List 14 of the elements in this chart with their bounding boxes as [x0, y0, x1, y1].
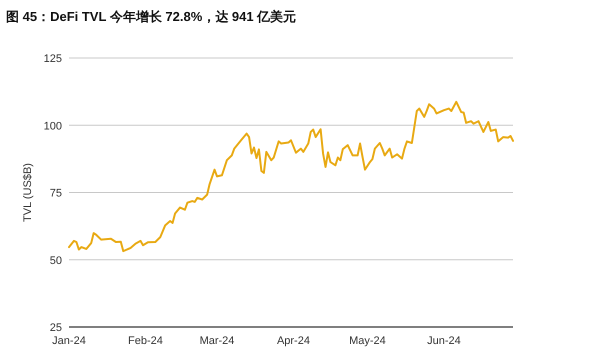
y-tick-label: 50 — [50, 254, 62, 267]
y-tick-label: 75 — [50, 188, 62, 200]
y-tick-label: 100 — [44, 120, 62, 132]
x-tick-label: Jun-24 — [427, 335, 461, 347]
y-tick-label: 25 — [50, 322, 62, 334]
y-tick-label: 125 — [44, 53, 62, 65]
chart-title: 图 45：DeFi TVL 今年增长 72.8%，达 941 亿美元 — [6, 9, 296, 24]
x-tick-label: Apr-24 — [276, 335, 310, 347]
x-tick-label: Mar-24 — [200, 335, 234, 347]
line-series — [68, 100, 514, 252]
x-tick-label: May-24 — [349, 335, 386, 347]
x-tick-label: Feb-24 — [128, 335, 163, 347]
x-tick-label: Jan-24 — [52, 335, 86, 347]
y-axis-title: TVL (US$B) — [22, 163, 34, 222]
